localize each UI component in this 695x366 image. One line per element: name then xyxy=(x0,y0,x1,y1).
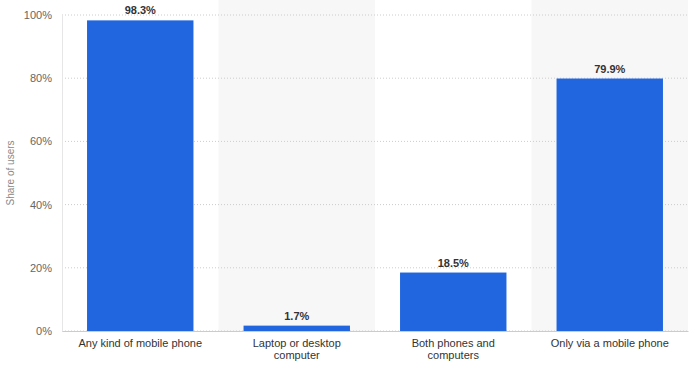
x-tick: Laptop or desktopcomputer xyxy=(253,331,341,361)
data-label: 18.5% xyxy=(438,257,469,269)
x-tick-label: Both phones andcomputers xyxy=(412,337,495,361)
x-tick: Only via a mobile phone xyxy=(551,331,669,349)
x-axis: Any kind of mobile phone Laptop or deskto… xyxy=(63,331,689,361)
x-tick-label-line: Both phones and xyxy=(412,337,495,349)
x-tick-label-line: Laptop or desktop xyxy=(253,337,341,349)
x-tick-label: Any kind of mobile phone xyxy=(78,337,202,349)
y-tick: 0% xyxy=(36,325,62,337)
grid-line xyxy=(62,15,688,16)
bar xyxy=(244,326,350,331)
chart: 0% 20% 40% 60% 80% 100% Any kind of mobile pho… xyxy=(0,0,695,366)
x-axis-line xyxy=(63,331,689,332)
plot-area: 0% 20% 40% 60% 80% 100% Any kind of mobile pho… xyxy=(24,0,689,361)
y-tick-label: 100% xyxy=(24,9,52,21)
y-tick-label: 0% xyxy=(36,325,52,337)
y-axis: 0% 20% 40% 60% 80% 100% xyxy=(24,9,63,337)
x-tick-label-line: computer xyxy=(274,349,320,361)
y-tick-label: 80% xyxy=(30,72,52,84)
y-tick: 20% xyxy=(30,262,62,274)
y-axis-line xyxy=(62,16,63,332)
bars xyxy=(87,20,663,331)
x-tick-label-line: Any kind of mobile phone xyxy=(78,337,202,349)
bar xyxy=(87,20,193,331)
data-label: 79.9% xyxy=(594,63,625,75)
y-tick-label: 40% xyxy=(30,199,52,211)
data-labels: 98.3% 1.7% 18.5% 79.9% xyxy=(125,4,626,321)
y-tick: 60% xyxy=(30,135,62,147)
grid xyxy=(62,15,688,331)
x-tick-label: Laptop or desktopcomputer xyxy=(253,337,341,361)
y-tick: 100% xyxy=(24,9,62,21)
y-tick: 80% xyxy=(30,72,62,84)
bar xyxy=(557,79,663,331)
y-tick-label: 20% xyxy=(30,262,52,274)
x-tick: Both phones andcomputers xyxy=(412,331,495,361)
band-background xyxy=(532,0,689,331)
x-tick: Any kind of mobile phone xyxy=(78,331,202,349)
x-tick-label: Only via a mobile phone xyxy=(551,337,669,349)
data-label: 98.3% xyxy=(125,4,156,16)
x-tick-label-line: Only via a mobile phone xyxy=(551,337,669,349)
y-tick: 40% xyxy=(30,199,62,211)
y-tick-label: 60% xyxy=(30,135,52,147)
bar xyxy=(400,273,506,331)
band-backgrounds xyxy=(219,0,689,331)
data-label: 1.7% xyxy=(284,310,309,322)
x-tick-label-line: computers xyxy=(428,349,480,361)
y-axis-title: Share of users xyxy=(5,140,16,205)
band-background xyxy=(219,0,376,331)
